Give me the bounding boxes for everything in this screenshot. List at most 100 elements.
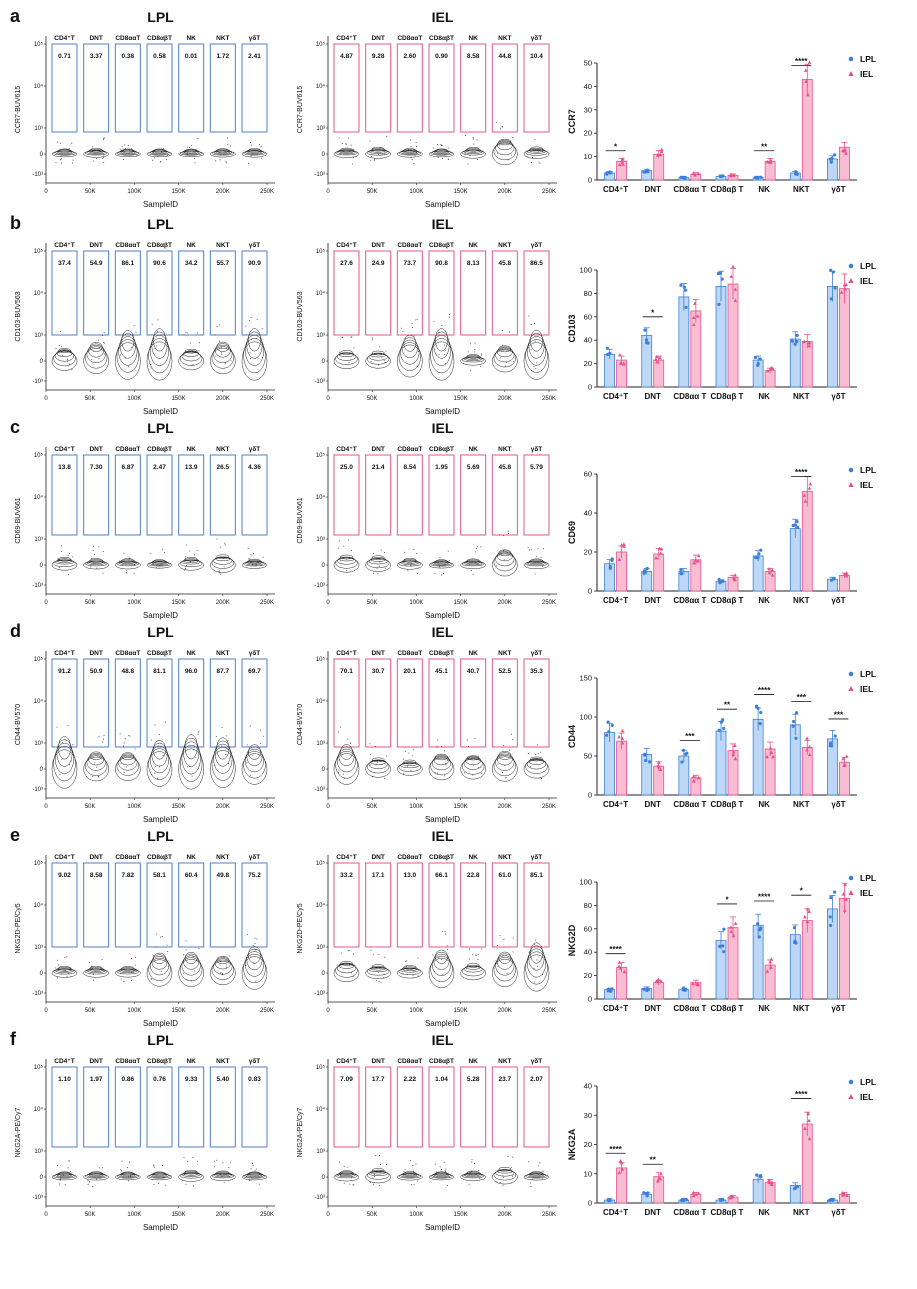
event-dot <box>184 567 186 569</box>
point-iel <box>696 171 701 176</box>
contour-line <box>54 559 75 565</box>
bar-category-label: NK <box>758 800 770 809</box>
event-dot <box>245 964 247 966</box>
event-dot <box>473 143 475 145</box>
flow-x-label: SampleID <box>425 200 460 209</box>
event-dot <box>473 1162 475 1164</box>
event-dot <box>535 754 537 756</box>
event-dot <box>472 774 474 776</box>
event-dot <box>127 366 129 368</box>
gate-value: 73.7 <box>404 260 417 267</box>
contour-line <box>370 557 387 562</box>
event-dot <box>165 158 167 160</box>
gate-box <box>523 1066 550 1148</box>
contour-line <box>430 561 453 567</box>
event-dot <box>152 1165 154 1167</box>
flow-y-tick: 0 <box>40 152 44 158</box>
event-dot <box>259 742 261 744</box>
event-dot <box>70 760 72 762</box>
event-dot <box>537 753 539 755</box>
gate-label: NKT <box>216 1058 229 1065</box>
event-dot <box>403 559 405 561</box>
contour-line <box>498 1167 512 1172</box>
event-dot <box>472 137 474 139</box>
contour-line <box>214 149 231 154</box>
contour-line <box>148 338 171 374</box>
point-lpl <box>679 568 683 572</box>
contour-line <box>56 349 73 357</box>
event-dot <box>183 569 185 571</box>
gate-box <box>114 1066 141 1148</box>
point-iel <box>694 1192 698 1196</box>
point-lpl <box>828 923 833 928</box>
point-lpl <box>756 363 760 367</box>
bar-category-label: CD8αβ T <box>711 392 744 401</box>
event-dot <box>224 151 226 153</box>
gate-value: 87.7 <box>217 668 230 675</box>
event-dot <box>411 159 413 161</box>
event-dot <box>375 1155 377 1157</box>
point-lpl <box>610 987 614 991</box>
contour-line <box>118 754 138 771</box>
event-dot <box>154 772 156 774</box>
event-dot <box>412 748 414 750</box>
bar-y-tick: 30 <box>584 1111 592 1120</box>
flow-y-label: CD103-BUV563 <box>15 291 22 341</box>
contour-line <box>115 342 141 380</box>
point-lpl <box>642 571 646 575</box>
contour-line <box>53 746 76 782</box>
event-dot <box>129 1176 131 1178</box>
gate-value: 1.72 <box>217 53 230 60</box>
event-dot <box>261 357 263 359</box>
contour-line <box>148 561 171 567</box>
event-dot <box>409 139 411 141</box>
event-dot <box>67 1167 69 1169</box>
contour-line <box>149 745 170 774</box>
gate-box <box>428 658 455 748</box>
contour-line <box>54 349 75 362</box>
flow-x-tick: 50K <box>367 1008 378 1014</box>
event-dot <box>476 965 478 967</box>
event-dot <box>195 1171 197 1173</box>
event-dot <box>252 945 254 947</box>
point-lpl <box>829 578 834 582</box>
gate-value: 8.58 <box>90 872 103 879</box>
event-dot <box>131 971 133 973</box>
flow-y-tick: 10⁴ <box>316 1106 326 1113</box>
event-dot <box>375 764 377 766</box>
event-dot <box>229 955 231 957</box>
contour-line <box>58 556 71 562</box>
point-lpl <box>830 156 834 160</box>
contour-line <box>336 149 357 155</box>
event-dot <box>67 358 69 360</box>
event-dot <box>163 148 165 150</box>
event-dot <box>406 765 408 767</box>
flow-x-tick: 100K <box>409 189 423 195</box>
event-dot <box>98 969 100 971</box>
event-dot <box>400 327 402 329</box>
event-dot <box>529 549 531 551</box>
event-dot <box>94 762 96 764</box>
contour-line <box>118 968 138 973</box>
event-dot <box>228 1176 230 1178</box>
point-lpl <box>681 748 686 752</box>
event-dot <box>55 967 57 969</box>
event-dot <box>229 1162 231 1164</box>
event-dot <box>433 320 435 322</box>
event-dot <box>197 733 199 735</box>
flow-y-tick: 10³ <box>34 1149 43 1155</box>
legend-marker-lpl <box>848 263 854 269</box>
event-dot <box>250 142 252 144</box>
flow-y-tick: 0 <box>322 767 326 773</box>
event-dot <box>337 558 339 560</box>
gate-box <box>396 454 423 536</box>
point-lpl <box>679 572 683 576</box>
event-dot <box>447 158 449 160</box>
contour-line <box>118 336 138 366</box>
gate-value: 0.90 <box>435 53 448 60</box>
contour-line <box>403 334 417 352</box>
event-dot <box>350 742 352 744</box>
event-dot <box>102 154 104 156</box>
event-dot <box>119 1169 121 1171</box>
